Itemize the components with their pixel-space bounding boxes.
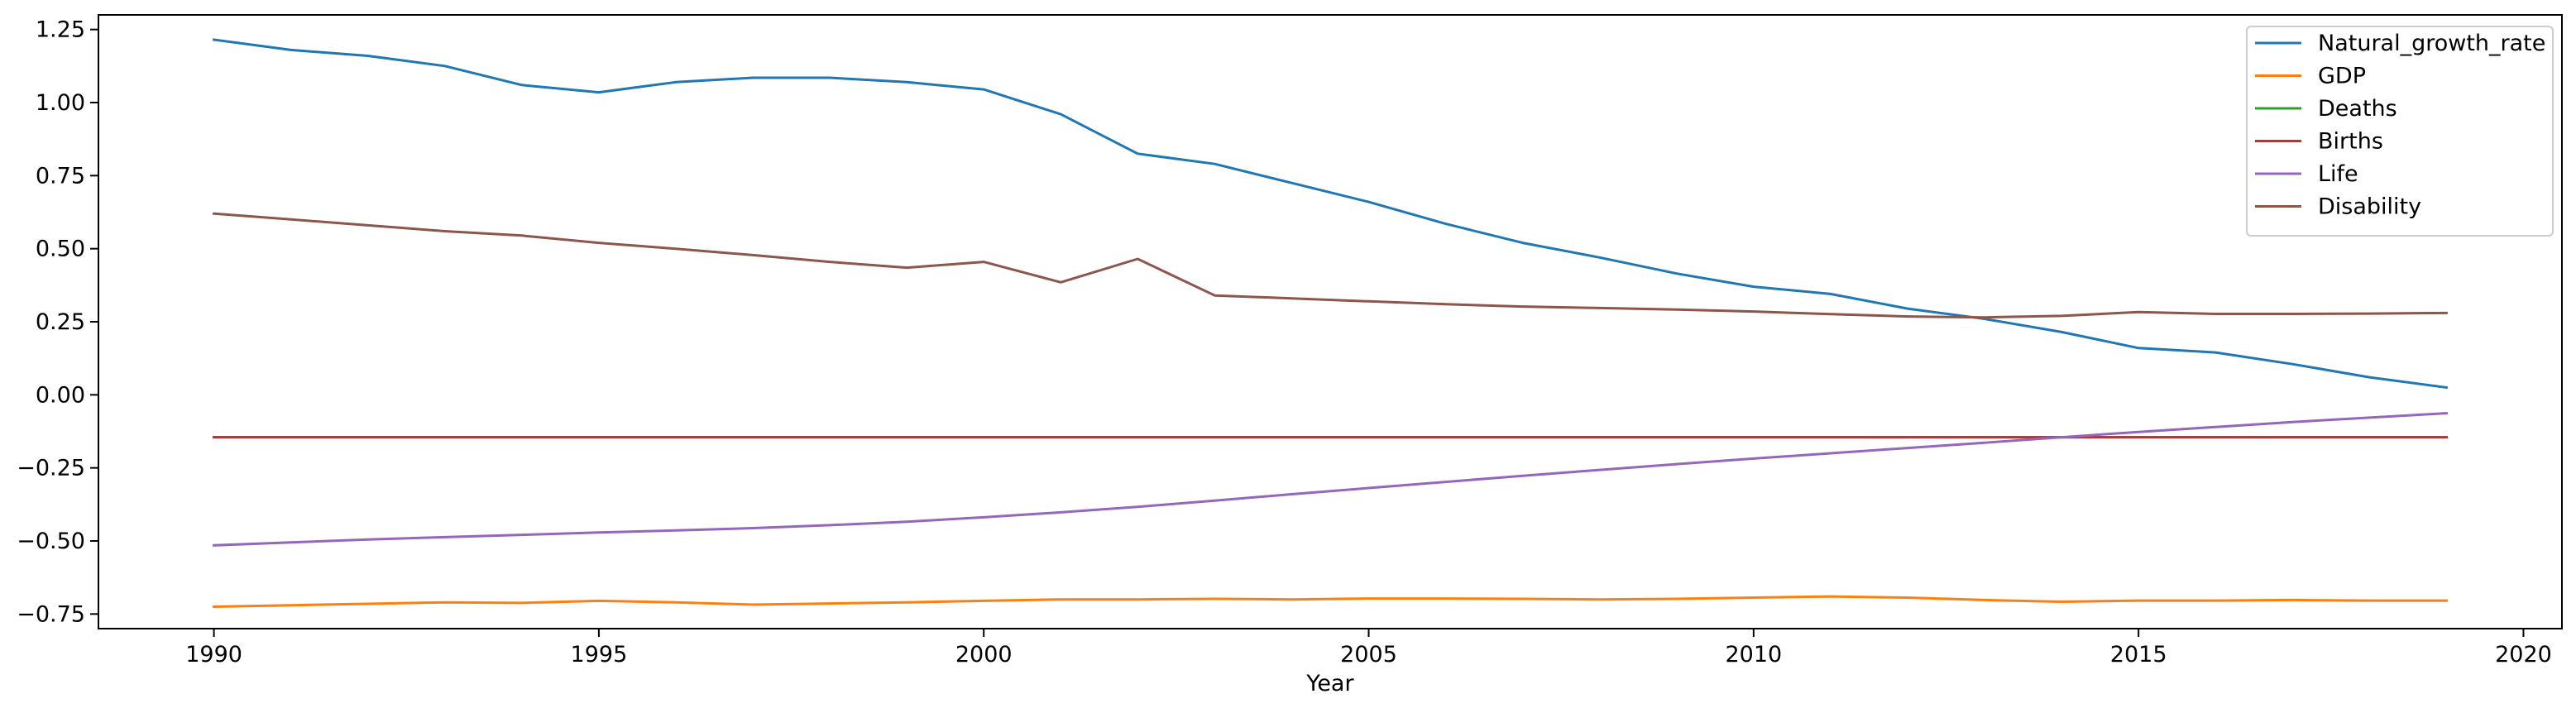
legend: Natural_growth_rate GDP Deaths Births Life Di… — [2246, 26, 2554, 237]
legend-label: Disability — [2318, 194, 2421, 220]
y-tick-label: −0.75 — [17, 601, 85, 627]
x-tick-label: 1990 — [185, 642, 242, 668]
y-tick-label: 0.25 — [36, 309, 85, 335]
x-tick-label: 1995 — [571, 642, 628, 668]
series-line-disability — [212, 212, 2448, 319]
legend-label: Natural_growth_rate — [2318, 31, 2545, 56]
x-tick-label: 2020 — [2495, 642, 2552, 668]
y-tick-label: 0.00 — [36, 382, 85, 408]
x-tick-label: 2005 — [1340, 642, 1397, 668]
legend-label: Life — [2318, 161, 2358, 187]
x-tick-label: 2015 — [2110, 642, 2167, 668]
x-tick-label: 2010 — [1725, 642, 1782, 668]
series-line-natural-growth-rate — [212, 38, 2449, 390]
y-tick-label: 0.50 — [36, 237, 85, 262]
x-axis: 1990 1995 2000 2005 2010 2015 2020 — [185, 629, 2552, 668]
y-axis: −0.75 −0.50 −0.25 0.00 0.25 0.50 0.75 1.00 1.25 — [17, 17, 98, 627]
legend-box — [2246, 26, 2554, 237]
legend-label: Deaths — [2318, 96, 2397, 122]
y-tick-label: 1.25 — [36, 17, 85, 43]
series-line-gdp — [213, 595, 2448, 609]
legend-label: GDP — [2318, 64, 2366, 89]
x-axis-label: Year — [1305, 671, 1354, 696]
legend-label: Births — [2318, 129, 2383, 155]
series-line-life — [213, 412, 2448, 547]
series-layer — [212, 38, 2449, 609]
y-tick-label: −0.50 — [17, 529, 85, 554]
y-tick-label: 1.00 — [36, 90, 85, 116]
y-tick-label: 0.75 — [36, 163, 85, 189]
y-tick-label: −0.25 — [17, 456, 85, 481]
x-tick-label: 2000 — [955, 642, 1013, 668]
